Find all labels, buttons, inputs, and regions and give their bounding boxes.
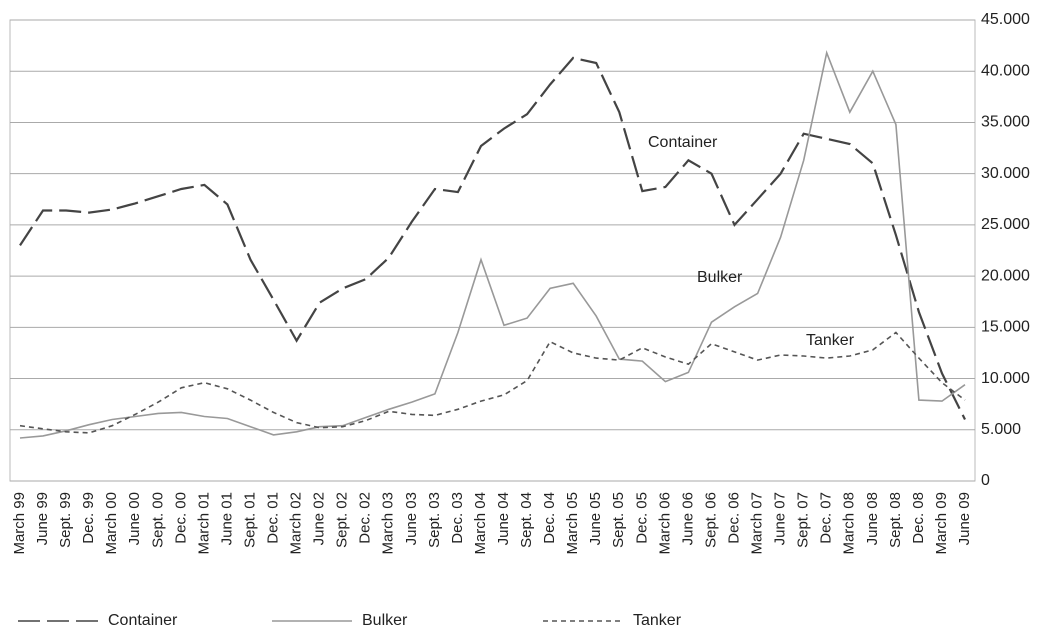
x-tick-label: Sept. 99 [57,492,74,548]
x-tick-label: Dec. 08 [910,492,927,544]
x-tick-label: March 09 [933,492,950,555]
x-tick-label: Dec. 04 [541,492,558,544]
x-tick-label: March 03 [380,492,397,555]
y-tick-label: 15.000 [981,319,1030,336]
x-tick-label: Dec. 05 [633,492,650,544]
y-tick-label: 40.000 [981,62,1030,79]
legend-label: Container [108,612,178,629]
x-tick-label: Sept. 01 [241,492,258,548]
x-tick-label: Sept. 03 [426,492,443,548]
x-tick-label: June 05 [587,492,604,545]
y-tick-label: 45.000 [981,11,1030,28]
y-tick-label: 0 [981,472,990,489]
x-tick-label: March 07 [749,492,766,555]
x-tick-label: June 04 [495,492,512,545]
x-tick-label: Sept. 04 [518,492,535,548]
legend-label: Tanker [633,612,682,629]
annotation: Bulker [697,269,743,286]
x-tick-label: March 08 [841,492,858,555]
series-line [19,331,966,434]
x-tick-label: Sept. 07 [795,492,812,548]
x-tick-label: June 03 [403,492,420,545]
x-tick-label: March 05 [564,492,581,555]
x-tick-label: Sept. 00 [149,492,166,548]
x-tick-label: March 01 [195,492,212,555]
y-tick-label: 25.000 [981,216,1030,233]
x-tick-label: Dec. 07 [818,492,835,544]
y-tick-label: 30.000 [981,165,1030,182]
x-tick-label: June 99 [34,492,51,545]
x-tick-label: Sept. 06 [702,492,719,548]
x-tick-label: Dec. 99 [80,492,97,544]
x-tick-label: Dec. 06 [725,492,742,544]
annotation: Container [648,134,718,151]
x-tick-label: March 00 [103,492,120,555]
x-tick-label: March 99 [11,492,28,555]
x-tick-label: June 06 [679,492,696,545]
x-tick-label: June 08 [864,492,881,545]
x-tick-label: June 02 [311,492,328,545]
x-tick-label: March 04 [472,492,489,555]
x-tick-label: June 00 [126,492,143,545]
y-tick-label: 20.000 [981,267,1030,284]
series-line [19,50,966,439]
x-tick-label: March 06 [656,492,673,555]
plot-frame [9,19,976,482]
y-tick-label: 10.000 [981,370,1030,387]
x-tick-label: March 02 [288,492,305,555]
x-tick-label: Sept. 08 [887,492,904,548]
x-tick-label: Dec. 03 [449,492,466,544]
x-tick-label: June 01 [218,492,235,545]
y-tick-label: 5.000 [981,421,1021,438]
series-line [19,56,966,420]
x-tick-label: Dec. 01 [265,492,282,544]
x-tick-label: Dec. 00 [172,492,189,544]
x-tick-label: June 09 [956,492,973,545]
annotation: Tanker [806,332,855,349]
x-tick-label: Dec. 02 [357,492,374,544]
x-tick-label: Sept. 05 [610,492,627,548]
legend-label: Bulker [362,612,408,629]
x-tick-label: June 07 [772,492,789,545]
x-tick-label: Sept. 02 [334,492,351,548]
y-tick-label: 35.000 [981,114,1030,131]
